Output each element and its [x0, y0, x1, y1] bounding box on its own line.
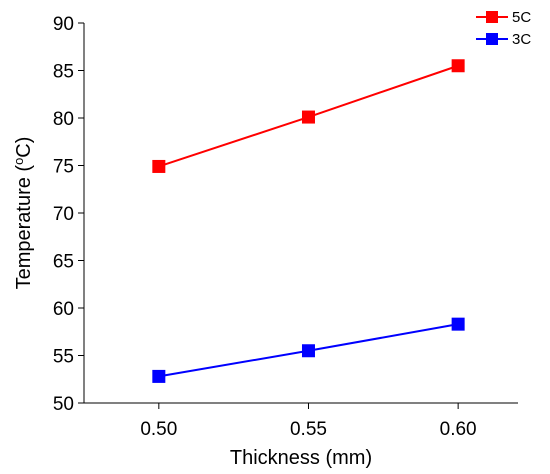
data-point-marker: [451, 59, 465, 73]
x-tick-label: 0.55: [290, 419, 327, 440]
x-axis-title: Thickness (mm): [230, 447, 372, 469]
legend-marker: [486, 11, 498, 23]
series-5C: [152, 59, 465, 173]
y-tick-label: 65: [53, 252, 74, 273]
y-tick-label: 50: [53, 394, 74, 415]
axes: [83, 23, 518, 404]
y-tick-label: 80: [53, 109, 74, 130]
y-tick-label: 90: [53, 14, 74, 35]
data-point-marker: [301, 344, 315, 358]
y-tick-label: 60: [53, 299, 74, 320]
y-axis-title: Temperature (oC): [11, 137, 35, 290]
series-3C: [152, 317, 465, 383]
data-point-marker: [301, 110, 315, 124]
legend-item-3C: 3C: [476, 31, 531, 48]
legend-item-5C: 5C: [476, 9, 531, 26]
y-tick-label: 75: [53, 157, 74, 178]
data-point-marker: [152, 159, 166, 173]
data-point-marker: [451, 317, 465, 331]
y-axis-title-end: C): [13, 137, 35, 158]
y-tick-label: 70: [53, 204, 74, 225]
y-axis-ticks: 50 55 60 65 70 75 80 85 90: [53, 14, 84, 415]
y-tick-label: 55: [53, 347, 74, 368]
y-axis-title-main: Temperature (: [13, 165, 35, 290]
legend-label: 5C: [512, 9, 531, 26]
legend-label: 3C: [512, 31, 531, 48]
series-layer: [152, 59, 465, 383]
y-axis-title-superscript: o: [11, 158, 26, 165]
x-axis-ticks: 0.50 0.55 0.60: [140, 403, 477, 440]
x-tick-label: 0.60: [440, 419, 477, 440]
legend-marker: [486, 33, 498, 45]
data-point-marker: [152, 369, 166, 383]
x-tick-label: 0.50: [140, 419, 177, 440]
y-tick-label: 85: [53, 62, 74, 83]
